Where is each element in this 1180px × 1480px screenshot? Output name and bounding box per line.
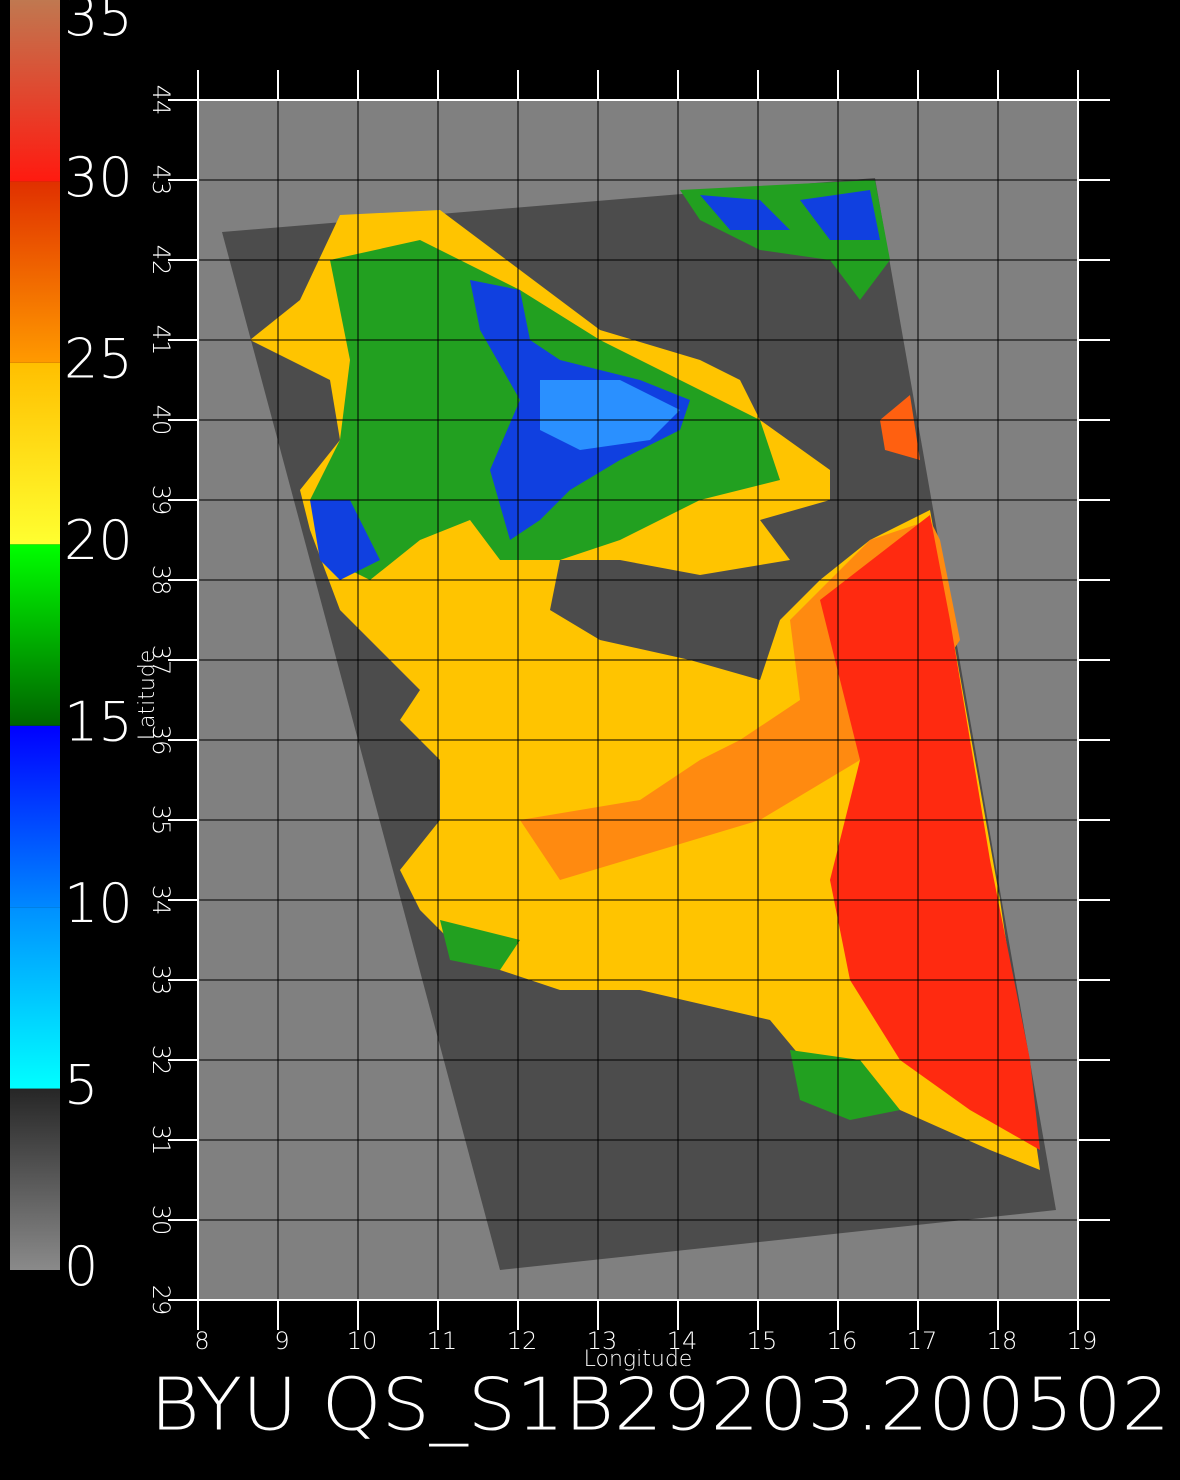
sea-field bbox=[800, 190, 880, 240]
colorbar-block bbox=[10, 362, 60, 545]
axes: 8 9 10 11 12 13 14 15 16 17 18 19 29 30 31 32 33 34 35 36 37… bbox=[147, 70, 1110, 1355]
sea-field bbox=[700, 195, 790, 230]
y-tick-label: 44 bbox=[147, 85, 175, 116]
y-tick-label: 34 bbox=[147, 885, 175, 916]
x-tick-label: 17 bbox=[907, 1327, 938, 1355]
x-tick-label: 8 bbox=[194, 1327, 209, 1355]
y-tick-label: 41 bbox=[147, 325, 175, 356]
y-tick-label: 42 bbox=[147, 245, 175, 276]
colorbar: 0 5 10 15 20 25 30 35 bbox=[10, 0, 133, 1298]
y-tick-label: 37 bbox=[147, 645, 175, 676]
colorbar-block bbox=[10, 907, 60, 1089]
y-tick-label: 31 bbox=[147, 1125, 175, 1156]
y-tick-label: 36 bbox=[147, 725, 175, 756]
colorbar-block bbox=[10, 1088, 60, 1270]
x-tick-label: 13 bbox=[587, 1327, 618, 1355]
y-tick-label: 40 bbox=[147, 405, 175, 436]
y-tick-label: 29 bbox=[147, 1285, 175, 1316]
y-tick-label: 33 bbox=[147, 965, 175, 996]
sea-field bbox=[880, 395, 920, 460]
colorbar-block bbox=[10, 544, 60, 726]
y-tick-label: 38 bbox=[147, 565, 175, 596]
y-tick-label: 35 bbox=[147, 805, 175, 836]
map-image bbox=[198, 100, 1078, 1300]
x-tick-label: 12 bbox=[507, 1327, 538, 1355]
x-tick-label: 14 bbox=[667, 1327, 698, 1355]
sea-field bbox=[790, 1050, 900, 1120]
x-tick-label: 10 bbox=[347, 1327, 378, 1355]
x-tick-label: 11 bbox=[427, 1327, 458, 1355]
y-tick-label: 32 bbox=[147, 1045, 175, 1076]
sea-field bbox=[310, 500, 380, 580]
y-axis-label: Latitude bbox=[135, 650, 160, 741]
colorbar-label: 10 bbox=[64, 872, 133, 935]
x-axis-label: Longitude bbox=[584, 1347, 693, 1372]
x-tick-label: 18 bbox=[987, 1327, 1018, 1355]
colorbar-label: 30 bbox=[64, 146, 133, 209]
colorbar-label: 35 bbox=[64, 0, 133, 48]
colorbar-label: 0 bbox=[64, 1235, 98, 1298]
x-tick-label: 9 bbox=[274, 1327, 289, 1355]
sea-field bbox=[440, 920, 520, 970]
colorbar-block bbox=[10, 181, 60, 363]
y-tick-label: 30 bbox=[147, 1205, 175, 1236]
colorbar-block bbox=[10, 725, 60, 908]
colorbar-label: 25 bbox=[64, 328, 133, 391]
y-tick-label: 43 bbox=[147, 165, 175, 196]
title: BYU QS_S1B29203.200502 bbox=[150, 1363, 1170, 1447]
x-tick-label: 16 bbox=[827, 1327, 858, 1355]
colorbar-label: 15 bbox=[64, 690, 133, 753]
colorbar-block bbox=[10, 0, 60, 182]
x-tick-label: 19 bbox=[1067, 1327, 1098, 1355]
x-tick-label: 15 bbox=[747, 1327, 778, 1355]
sea-field bbox=[540, 380, 680, 450]
colorbar-label: 5 bbox=[64, 1053, 98, 1116]
y-tick-label: 39 bbox=[147, 485, 175, 516]
sea-field bbox=[820, 515, 1040, 1150]
colorbar-label: 20 bbox=[64, 509, 133, 572]
